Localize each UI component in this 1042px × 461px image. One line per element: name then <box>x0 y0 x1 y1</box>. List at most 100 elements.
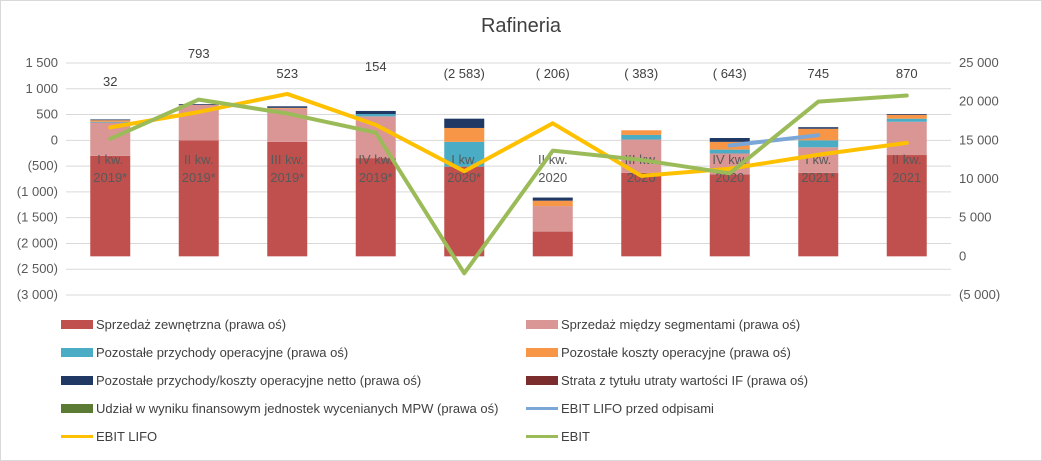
legend-label: Pozostałe koszty operacyjne (prawa oś) <box>561 345 791 360</box>
bar-segment-0 <box>532 231 573 257</box>
right-axis-tick-label: 0 <box>959 248 966 263</box>
bar-segment-3 <box>621 130 662 135</box>
legend-label: Pozostałe przychody operacyjne (prawa oś… <box>96 345 349 360</box>
bar-segment-2 <box>709 149 750 154</box>
bar-segment-2 <box>355 114 396 117</box>
category-label: IV kw. <box>358 152 393 167</box>
value-label: 793 <box>188 46 210 61</box>
legend-item: EBIT <box>526 429 590 444</box>
value-label: 870 <box>896 66 918 81</box>
legend-item: Pozostałe przychody operacyjne (prawa oś… <box>61 345 348 360</box>
bar-segment-4 <box>178 103 219 105</box>
legend-item: Pozostałe przychody/koszty operacyjne ne… <box>61 373 421 388</box>
value-label: ( 643) <box>713 66 747 81</box>
left-axis-tick-label: (1 000) <box>17 184 58 199</box>
left-axis-tick-label: (2 000) <box>17 235 58 250</box>
left-axis-tick-label: 500 <box>36 107 58 122</box>
category-label: 2019* <box>182 170 216 185</box>
bar-segment-0 <box>90 155 131 257</box>
left-axis-tick-label: (500) <box>28 158 58 173</box>
value-label: 154 <box>365 59 387 74</box>
bar-segment-1 <box>886 121 927 156</box>
bar-segment-4 <box>90 119 131 121</box>
bar-segment-0 <box>621 172 662 257</box>
legend-item: EBIT LIFO przed odpisami <box>526 401 714 416</box>
bar-segment-2 <box>798 140 839 148</box>
legend-label: Pozostałe przychody/koszty operacyjne ne… <box>96 373 422 388</box>
bar-segment-0 <box>886 155 927 257</box>
bar-segment-3 <box>886 114 927 119</box>
bar-segment-2 <box>621 134 662 140</box>
category-label: 2019* <box>359 170 393 185</box>
legend-swatch <box>61 320 93 329</box>
legend-swatch <box>61 376 93 385</box>
bar-segment-3 <box>90 120 131 122</box>
category-label: 2021 <box>892 170 921 185</box>
legend-label: EBIT LIFO przed odpisami <box>561 401 714 416</box>
bar-segment-0 <box>444 166 485 257</box>
bar-segment-2 <box>90 121 131 123</box>
left-axis-tick-label: (3 000) <box>17 287 58 302</box>
legend-swatch <box>526 348 558 357</box>
category-label: 2021* <box>801 170 835 185</box>
bar-segment-0 <box>267 141 308 257</box>
bar-segment-0 <box>355 158 396 257</box>
legend-label: EBIT LIFO <box>96 429 158 444</box>
category-label: 2020* <box>447 170 481 185</box>
category-label: III kw. <box>271 152 304 167</box>
value-label: (2 583) <box>444 66 485 81</box>
category-label: 2019* <box>93 170 127 185</box>
value-label: 523 <box>276 66 298 81</box>
bar-segment-0 <box>798 172 839 257</box>
bar-segment-0 <box>178 140 219 257</box>
category-label: II kw. <box>892 152 922 167</box>
bar-segment-0 <box>709 174 750 257</box>
right-axis-tick-label: 15 000 <box>959 132 999 147</box>
left-axis-tick-label: 1 500 <box>25 55 58 70</box>
bar-segment-4 <box>267 106 308 108</box>
value-label: ( 206) <box>536 66 570 81</box>
legend-item: Sprzedaż zewnętrzna (prawa oś) <box>61 317 286 332</box>
right-axis-tick-label: 10 000 <box>959 171 999 186</box>
bar-segment-3 <box>444 127 485 142</box>
legend-swatch <box>61 348 93 357</box>
category-label: I kw. <box>97 152 123 167</box>
left-axis-tick-label: 1 000 <box>25 81 58 96</box>
bar-segment-4 <box>798 127 839 129</box>
category-label: 2020 <box>538 170 567 185</box>
value-label: ( 383) <box>624 66 658 81</box>
value-label: 745 <box>807 66 829 81</box>
left-axis-tick-label: (1 500) <box>17 210 58 225</box>
legend-swatch <box>61 404 93 413</box>
bar-segment-4 <box>532 197 573 201</box>
bar-segment-3 <box>532 200 573 207</box>
category-label: II kw. <box>184 152 214 167</box>
legend-swatch <box>61 435 93 438</box>
left-axis-tick-label: (2 500) <box>17 261 58 276</box>
bar-segment-1 <box>532 206 573 232</box>
legend-item: EBIT LIFO <box>61 429 157 444</box>
category-label: I kw. <box>451 152 477 167</box>
bar-segment-4 <box>709 138 750 142</box>
legend-swatch <box>526 435 558 438</box>
right-axis-tick-label: 5 000 <box>959 210 992 225</box>
legend-label: Strata z tytułu utraty wartości IF (praw… <box>561 373 809 388</box>
legend-label: Udział w wyniku finansowym jednostek wyc… <box>96 401 499 416</box>
legend-swatch <box>526 407 558 410</box>
legend-item: Udział w wyniku finansowym jednostek wyc… <box>61 401 498 416</box>
category-label: 2019* <box>270 170 304 185</box>
series-line-1 <box>108 91 909 178</box>
right-axis-tick-label: 25 000 <box>959 55 999 70</box>
category-label: IV kw. <box>712 152 747 167</box>
bar-segment-3 <box>267 107 308 109</box>
legend-swatch <box>526 376 558 385</box>
legend-label: Sprzedaż zewnętrzna (prawa oś) <box>96 317 287 332</box>
bar-segment-4 <box>355 110 396 115</box>
bar-segment-4 <box>444 118 485 128</box>
chart-title: Rafineria <box>480 15 562 37</box>
value-label: 32 <box>103 74 117 89</box>
legend-item: Sprzedaż między segmentami (prawa oś) <box>526 317 800 332</box>
legend-item: Strata z tytułu utraty wartości IF (praw… <box>526 373 808 388</box>
